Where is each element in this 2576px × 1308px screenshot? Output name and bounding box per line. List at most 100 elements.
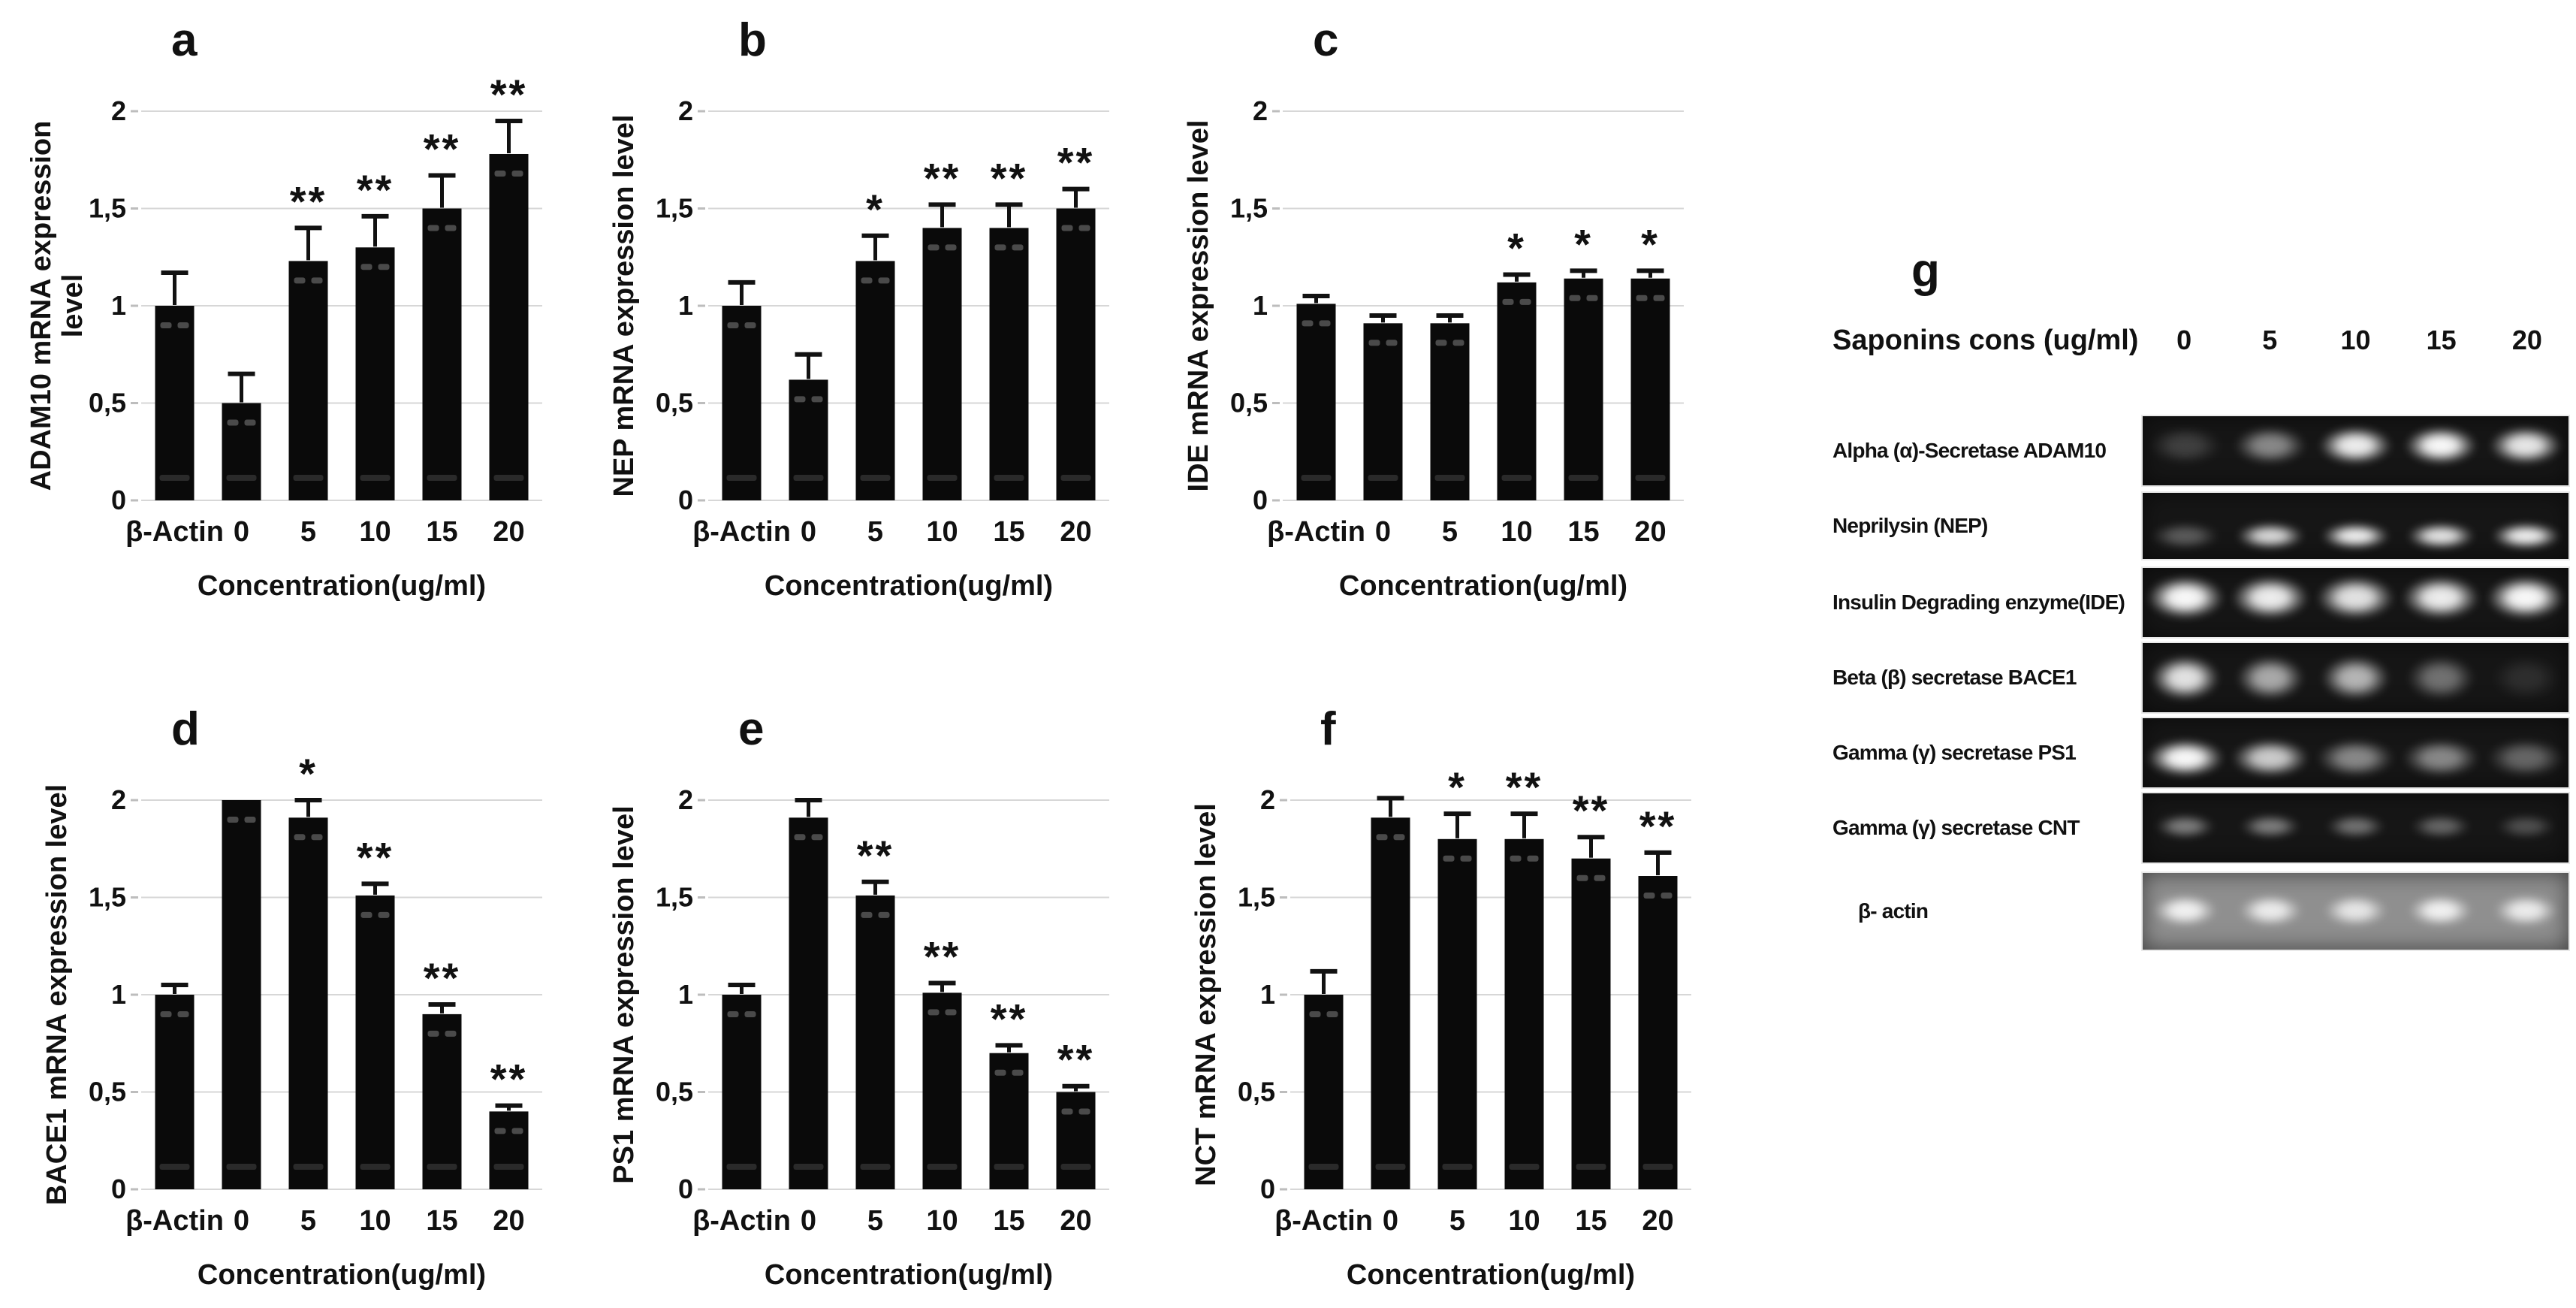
significance-stars: ** [424,125,461,172]
gel-band [2490,426,2562,465]
y-tick-label: 1 [1253,290,1268,321]
bar-sheen [927,1164,958,1170]
significance-stars: ** [490,1056,528,1103]
gel-strip-ps1 [2141,717,2570,789]
bar-sheen [293,1164,324,1170]
y-tick-label: 0 [111,485,126,515]
bar [1571,858,1611,1189]
y-tick-label: 1 [1260,979,1275,1010]
gel-band [2151,655,2220,701]
x-category-label: 5 [867,1205,883,1237]
y-axis-label: ADAM10 mRNA expression [30,121,57,491]
gel-band [2406,522,2475,549]
gel-row-ide: Insulin Degrading enzyme(IDE) [1832,566,2574,639]
gel-band [2487,739,2565,778]
bar-sheen [1301,475,1332,481]
gel-strip-bace1 [2141,642,2570,714]
bar-sheen [1502,298,1514,305]
bar-sheen [244,817,256,823]
gel-band [2321,655,2390,701]
gel-row-ps1: Gamma (γ) secretase PS1 [1832,717,2574,789]
y-tick-label: 1 [111,979,126,1010]
bar [789,817,828,1189]
bar-sheen [1375,1164,1406,1170]
gel-band [2232,576,2309,620]
bar-sheen [794,396,806,403]
bar-sheen [311,277,323,284]
bar-sheen [1568,475,1599,481]
bar-sheen [1078,1108,1090,1115]
y-tick-label: 0 [678,1174,693,1204]
bar-sheen [1576,1164,1606,1170]
y-axis-label: IDE mRNA expression level [1183,120,1214,492]
bar-sheen [1061,1108,1073,1115]
bar-sheen [1643,893,1655,899]
gel-strip-bactin [2141,871,2570,951]
bar-sheen [994,475,1024,481]
bar-sheen [794,834,806,841]
x-category-label: 0 [234,516,249,548]
x-category-label: 10 [359,516,391,548]
bar-sheen [1434,475,1465,481]
bar [1371,817,1410,1189]
x-category-label: β-Actin [125,1205,224,1237]
x-category-label: 20 [493,1205,524,1237]
gel-row-label: Neprilysin (NEP) [1832,514,1988,537]
bar-sheen [793,1164,824,1170]
y-axis-label: NEP mRNA expression level [608,115,640,497]
significance-stars: ** [857,832,894,879]
bar-sheen [945,1009,957,1016]
bar-sheen [177,1011,189,1017]
bar-sheen [1443,855,1455,862]
panel-d-chart: 0 0,5 1 1,5 2 β-Actin 0 * 5 ** 10 ** 15 ** 20 Concentra… [30,695,556,1303]
bar-sheen [493,475,524,481]
bar-sheen [360,475,391,481]
bar-sheen [928,1009,940,1016]
panel-letter-g: g [1911,245,1940,297]
y-tick-label: 1,5 [89,882,126,913]
bar-sheen [861,277,873,284]
bar-sheen [1308,1164,1339,1170]
bar-sheen [1435,340,1447,346]
bar-sheen [1319,320,1331,327]
bar-sheen [1576,875,1588,881]
gel-band [2317,576,2394,620]
bar-sheen [861,911,873,918]
significance-stars: * [1507,225,1526,272]
x-category-label: β-Actin [692,516,791,548]
bar-sheen [1527,855,1539,862]
x-axis-label: Concentration(ug/ml) [198,1259,486,1291]
bar-sheen [994,1164,1024,1170]
x-category-label: β-Actin [692,1205,791,1237]
bar-sheen [360,1164,391,1170]
gel-strip-cnt [2141,792,2570,864]
gel-band [2496,814,2556,838]
significance-stars: ** [357,833,394,881]
gel-row-bactin: β- actin [1832,871,2574,951]
gel-row-label: Insulin Degrading enzyme(IDE) [1832,591,2125,614]
significance-stars: * [1641,220,1660,267]
bar-sheen [811,834,823,841]
bar-sheen [1642,1164,1673,1170]
bar-sheen [445,1030,457,1037]
gel-row-adam10: Alpha (α)-Secretase ADAM10 [1832,415,2574,487]
bar-sheen [427,1030,439,1037]
x-category-label: β-Actin [125,516,224,548]
bar [1638,876,1678,1189]
bar-sheen [1661,893,1673,899]
bar [1497,282,1537,500]
x-category-label: 15 [993,516,1024,548]
gel-lane-labels: 0 5 10 15 20 [2141,325,2570,362]
bar-sheen [1060,475,1091,481]
y-tick-label: 0 [1260,1174,1275,1204]
gel-row-nep: Neprilysin (NEP) [1832,491,2574,560]
gel-band [2404,426,2478,465]
bar-sheen [1569,295,1581,301]
bar-sheen [1012,1069,1024,1076]
x-category-label: 15 [1567,516,1599,548]
bar [722,306,762,500]
gel-lane-label: 5 [2262,325,2278,355]
bar-sheen [1326,1011,1338,1017]
gel-row-label: Gamma (γ) secretase PS1 [1832,741,2077,764]
